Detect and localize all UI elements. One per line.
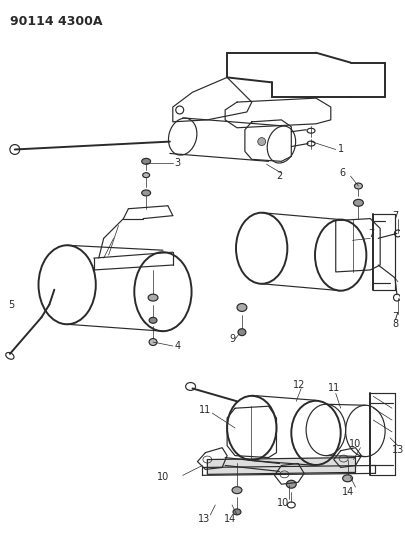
Text: 2: 2	[276, 171, 283, 181]
Ellipse shape	[258, 138, 266, 146]
Ellipse shape	[149, 317, 157, 324]
Ellipse shape	[232, 487, 242, 494]
Text: 12: 12	[293, 379, 305, 390]
Text: 1: 1	[338, 144, 344, 155]
Ellipse shape	[354, 183, 362, 189]
Ellipse shape	[286, 480, 296, 488]
Text: 11: 11	[328, 383, 340, 393]
Text: 10: 10	[157, 472, 169, 482]
Text: 8: 8	[392, 319, 398, 329]
Text: 7: 7	[392, 211, 398, 221]
Text: 10: 10	[277, 498, 290, 508]
Text: 13: 13	[392, 445, 404, 455]
Text: 3: 3	[175, 158, 181, 168]
Ellipse shape	[142, 158, 151, 164]
Ellipse shape	[148, 294, 158, 301]
Text: 6: 6	[339, 168, 346, 178]
Ellipse shape	[238, 329, 246, 336]
Text: 10: 10	[350, 439, 362, 449]
Ellipse shape	[149, 338, 157, 345]
Text: 14: 14	[343, 487, 355, 497]
Polygon shape	[207, 457, 356, 474]
Text: 11: 11	[199, 405, 211, 415]
Ellipse shape	[143, 173, 149, 177]
Ellipse shape	[343, 475, 352, 482]
Text: 5: 5	[8, 300, 14, 310]
Text: 9: 9	[229, 334, 235, 344]
Text: 4: 4	[175, 341, 181, 351]
Text: 14: 14	[224, 514, 236, 524]
Ellipse shape	[354, 199, 363, 206]
Text: 90114 4300A: 90114 4300A	[10, 14, 102, 28]
Ellipse shape	[142, 190, 151, 196]
Text: 13: 13	[198, 514, 211, 524]
Text: 7: 7	[368, 229, 375, 239]
Ellipse shape	[237, 303, 247, 311]
Text: 7: 7	[392, 312, 398, 322]
Ellipse shape	[233, 509, 241, 515]
